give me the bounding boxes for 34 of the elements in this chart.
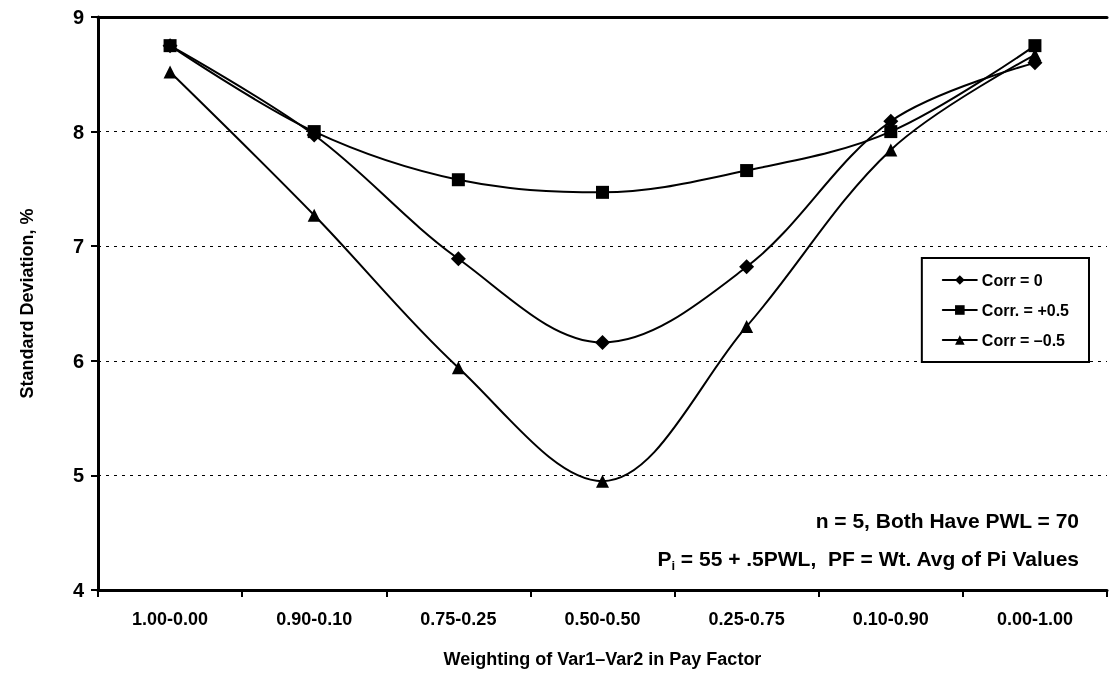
- x-axis-title: Weighting of Var1–Var2 in Pay Factor: [443, 649, 762, 669]
- point: [451, 173, 465, 187]
- x-tick-label: 0.10-0.90: [852, 609, 929, 629]
- y-tick-label: 4: [72, 579, 85, 601]
- x-tick-label: 0.00-1.00: [996, 609, 1073, 629]
- point: [884, 125, 898, 139]
- point: [596, 474, 609, 488]
- x-tick-label: 0.90-0.10: [276, 609, 353, 629]
- point: [740, 164, 754, 178]
- point: [595, 334, 610, 350]
- point: [450, 251, 466, 267]
- point: [739, 259, 755, 275]
- y-tick-label: 6: [72, 349, 84, 372]
- legend-label: Corr = –0.5: [981, 331, 1066, 349]
- y-tick-label: 7: [72, 235, 84, 258]
- point: [1028, 39, 1042, 53]
- point: [884, 143, 898, 157]
- annotation: P$_{i}$ = 55 + .5PWL, PF = Wt. Avg of Pi Values: [657, 546, 1079, 573]
- point: [596, 185, 609, 199]
- point: [307, 208, 321, 222]
- point: [163, 65, 177, 79]
- y-tick-label: 8: [72, 120, 84, 143]
- y-tick-label: 5: [72, 464, 84, 487]
- x-tick-label: 0.25-0.75: [708, 609, 785, 629]
- point: [451, 361, 465, 375]
- y-axis-title: Standard Deviation, %: [17, 208, 37, 399]
- annotation: n = 5, Both Have PWL = 70: [815, 508, 1079, 534]
- x-tick-label: 0.50-0.50: [564, 609, 641, 629]
- x-tick-label: 0.75-0.25: [420, 609, 497, 629]
- legend-label: Corr = 0: [981, 271, 1043, 289]
- legend-label: Corr. = +0.5: [981, 301, 1070, 319]
- point: [740, 319, 754, 333]
- x-tick-label: 1.00-0.00: [132, 609, 209, 629]
- y-tick-label: 9: [72, 6, 84, 28]
